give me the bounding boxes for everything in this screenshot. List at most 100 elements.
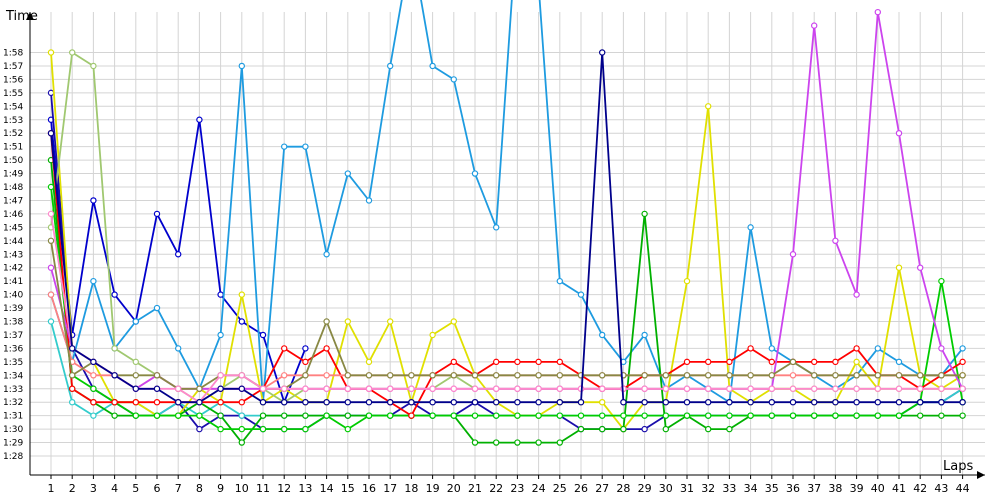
y-tick-label: 1:39 xyxy=(3,304,23,314)
data-point xyxy=(344,425,351,433)
data-point xyxy=(895,399,903,406)
data-point xyxy=(832,358,839,366)
x-tick-label: 35 xyxy=(765,482,779,495)
x-axis-label: Laps xyxy=(943,459,973,474)
x-tick-label: 3 xyxy=(90,482,97,495)
data-point xyxy=(853,385,860,392)
data-point xyxy=(832,385,839,392)
data-point xyxy=(514,385,521,392)
data-point xyxy=(811,399,818,406)
data-point xyxy=(789,412,797,419)
data-point xyxy=(323,251,330,258)
x-tick-label: 31 xyxy=(680,482,694,495)
x-tick-label: 8 xyxy=(196,482,203,495)
data-point xyxy=(132,372,139,379)
data-point xyxy=(853,399,860,406)
data-point xyxy=(895,264,903,271)
data-point xyxy=(471,170,479,177)
data-point xyxy=(387,385,394,392)
y-tick-label: 1:50 xyxy=(3,156,23,166)
data-point xyxy=(132,385,139,392)
data-point xyxy=(429,385,436,392)
data-point xyxy=(493,224,500,231)
data-point xyxy=(47,210,55,218)
data-point xyxy=(90,197,97,204)
data-point xyxy=(365,412,373,419)
data-point xyxy=(577,399,585,406)
series-path xyxy=(50,0,964,404)
data-point xyxy=(217,399,224,406)
data-point xyxy=(217,425,224,433)
series-path xyxy=(50,52,964,430)
data-point xyxy=(90,385,97,392)
y-tick-label: 1:49 xyxy=(3,170,23,180)
y-tick-label: 1:31 xyxy=(3,412,23,422)
data-point xyxy=(535,385,542,392)
data-point xyxy=(217,331,224,339)
x-tick-label: 32 xyxy=(701,482,715,495)
data-point xyxy=(768,372,776,379)
data-point xyxy=(47,89,55,97)
data-point xyxy=(387,62,394,70)
data-point xyxy=(959,345,966,352)
data-point xyxy=(514,372,521,379)
data-point xyxy=(874,345,882,352)
data-point xyxy=(514,399,521,406)
data-point xyxy=(726,358,733,366)
x-tick-label: 6 xyxy=(154,482,161,495)
data-point xyxy=(577,425,585,433)
data-point xyxy=(450,318,457,325)
data-point xyxy=(323,399,330,406)
data-point xyxy=(238,318,245,325)
y-tick-label: 1:47 xyxy=(3,196,23,206)
x-tick-label: 29 xyxy=(638,482,652,495)
data-point xyxy=(365,358,373,366)
data-point xyxy=(789,358,797,366)
data-point xyxy=(302,412,309,419)
data-point xyxy=(705,358,712,366)
data-point xyxy=(132,318,139,325)
y-tick-label: 1:40 xyxy=(3,291,23,301)
data-point xyxy=(938,345,945,352)
data-point xyxy=(959,412,966,419)
data-point xyxy=(747,385,754,392)
x-tick-label: 1 xyxy=(48,482,55,495)
data-point xyxy=(68,399,76,406)
data-point xyxy=(259,425,267,433)
data-point xyxy=(683,277,691,285)
data-point xyxy=(832,237,839,244)
data-point xyxy=(174,412,182,419)
data-point xyxy=(874,412,882,419)
data-point xyxy=(959,372,966,379)
data-point xyxy=(620,425,627,433)
data-point xyxy=(90,62,97,70)
x-tick-label: 18 xyxy=(404,482,418,495)
data-point xyxy=(68,49,76,56)
data-point xyxy=(938,385,945,392)
data-point xyxy=(556,399,564,406)
data-point xyxy=(281,425,288,433)
data-point xyxy=(705,372,712,379)
data-point xyxy=(705,425,712,433)
data-point xyxy=(323,412,330,419)
data-point xyxy=(832,399,839,406)
data-point xyxy=(811,358,818,366)
data-point xyxy=(471,439,479,446)
y-tick-label: 1:46 xyxy=(3,210,23,220)
data-point xyxy=(217,385,224,392)
data-point xyxy=(705,103,712,110)
data-point xyxy=(196,425,203,433)
data-point xyxy=(196,399,203,406)
series-path xyxy=(50,186,964,430)
data-point xyxy=(281,143,288,150)
data-point xyxy=(47,318,55,325)
data-point xyxy=(365,197,373,204)
data-point xyxy=(408,399,415,406)
data-point xyxy=(556,439,564,446)
y-tick-label: 1:58 xyxy=(3,49,23,59)
data-point xyxy=(471,385,479,392)
data-point xyxy=(217,372,224,379)
x-tick-label: 39 xyxy=(850,482,864,495)
x-tick-label: 33 xyxy=(722,482,736,495)
y-tick-label: 1:41 xyxy=(3,277,23,287)
